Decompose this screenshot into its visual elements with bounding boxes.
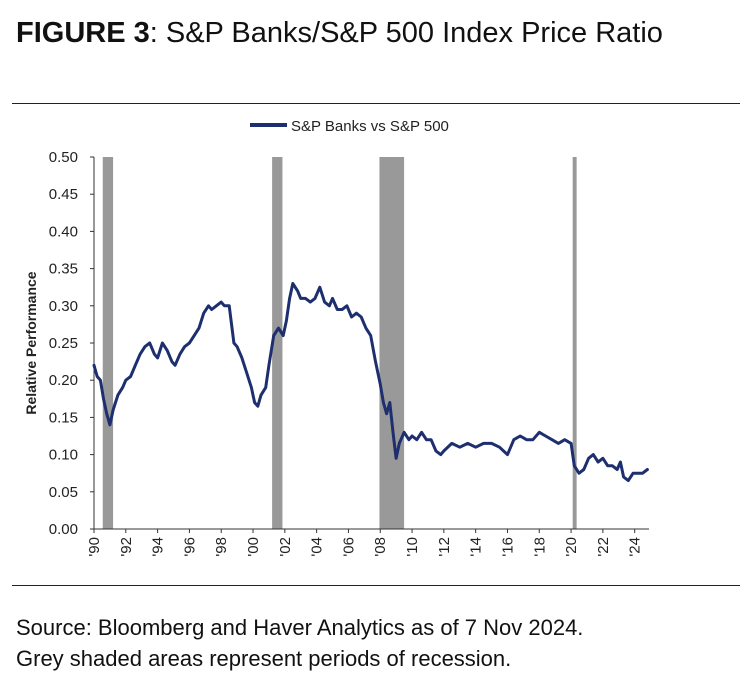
y-tick-label: 0.30 (49, 298, 78, 315)
y-tick-label: 0.40 (49, 223, 78, 240)
x-tick-label: '16 (499, 537, 516, 557)
x-tick-label: '24 (627, 537, 644, 557)
recession-band (102, 157, 114, 529)
y-tick-label: 0.00 (49, 521, 78, 538)
x-tick-label: '94 (150, 537, 167, 557)
x-tick-label: '90 (86, 537, 103, 557)
y-tick-label: 0.20 (49, 372, 78, 389)
y-tick-label: 0.05 (49, 484, 78, 501)
source-note: Source: Bloomberg and Haver Analytics as… (16, 612, 583, 674)
y-tick-label: 0.35 (49, 261, 78, 278)
x-tick-label: '22 (595, 537, 612, 557)
recession-band (572, 157, 577, 529)
recession-note: Grey shaded areas represent periods of r… (16, 646, 512, 671)
x-tick-label: '04 (309, 537, 326, 557)
y-axis-title: Relative Performance (23, 271, 39, 414)
figure-title-text: : S&P Banks/S&P 500 Index Price Ratio (149, 17, 663, 49)
x-tick-label: '18 (531, 537, 548, 557)
source-line: Source: Bloomberg and Haver Analytics as… (16, 615, 584, 640)
x-tick-label: '98 (213, 537, 230, 557)
x-tick-label: '08 (372, 537, 389, 557)
x-tick-label: '06 (340, 537, 357, 557)
y-tick-label: 0.10 (49, 447, 78, 464)
x-tick-label: '14 (468, 537, 485, 557)
legend-label: S&P Banks vs S&P 500 (291, 118, 449, 135)
x-tick-label: '12 (436, 537, 453, 557)
x-tick-label: '10 (404, 537, 421, 557)
x-tick-label: '92 (118, 537, 135, 557)
chart: 0.00 0.05 0.10 0.15 0.20 0.25 0.30 0.35 0.40 0.45… (23, 118, 649, 557)
x-tick-label: '96 (181, 537, 198, 557)
recession-band (379, 157, 405, 529)
x-tick-label: '20 (563, 537, 580, 557)
y-tick-label: 0.15 (49, 409, 78, 426)
recession-band (272, 157, 283, 529)
top-divider (12, 103, 740, 104)
y-tick-label: 0.45 (49, 186, 78, 203)
y-tick-label: 0.25 (49, 335, 78, 352)
figure-label: FIGURE 3 (16, 17, 150, 49)
bottom-divider (12, 585, 740, 586)
figure-title: FIGURE 3: S&P Banks/S&P 500 Index Price … (16, 14, 663, 52)
series-line (92, 282, 649, 483)
x-tick-label: '02 (277, 537, 294, 557)
y-tick-label: 0.50 (49, 149, 78, 166)
x-tick-label: '00 (245, 537, 262, 557)
